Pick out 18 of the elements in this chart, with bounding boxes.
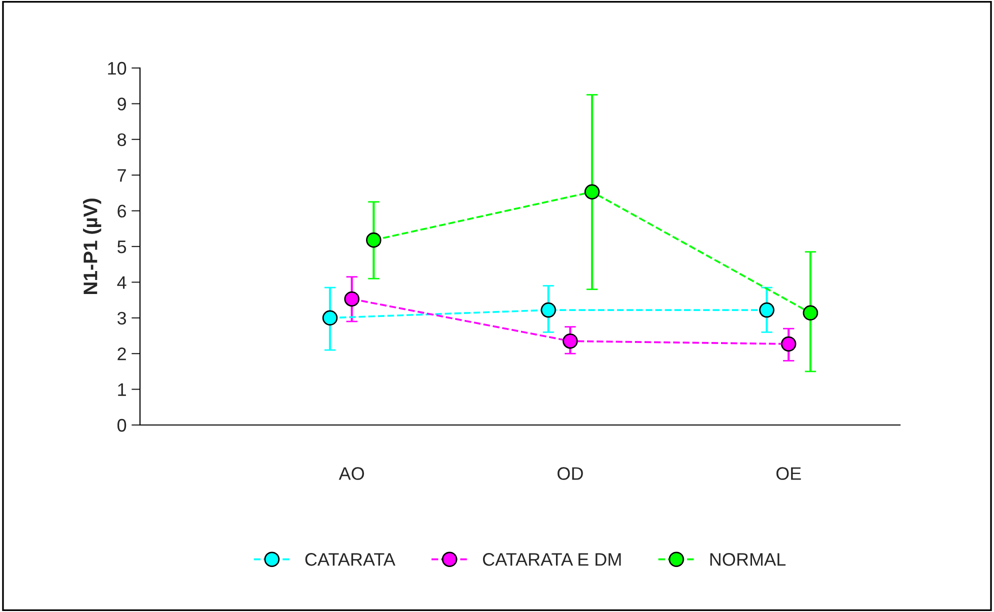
y-tick-label: 9 (118, 98, 126, 110)
y-tick-label: 7 (118, 169, 126, 182)
x-tick-label: AO (338, 467, 364, 480)
y-tick-label: 5 (117, 240, 126, 254)
y-tick-label: 10 (108, 62, 126, 75)
y-tick-label: 3 (117, 312, 126, 325)
x-tick-label: OD (558, 467, 583, 480)
y-tick-label: 1 (118, 383, 126, 396)
y-tick-label: 6 (118, 204, 126, 218)
legend-label: NORMAL (710, 553, 786, 566)
y-tick-label: 8 (118, 133, 126, 146)
y-tick-label: 2 (118, 348, 126, 360)
y-axis-title: N1-P1 (µV) (83, 198, 102, 294)
x-tick-label: OE (776, 467, 801, 480)
legend-label: CATARATA E DM (482, 553, 621, 566)
y-tick-label: 0 (117, 418, 126, 432)
y-tick-label: 4 (117, 276, 126, 289)
legend-label: CATARATA (305, 553, 396, 566)
